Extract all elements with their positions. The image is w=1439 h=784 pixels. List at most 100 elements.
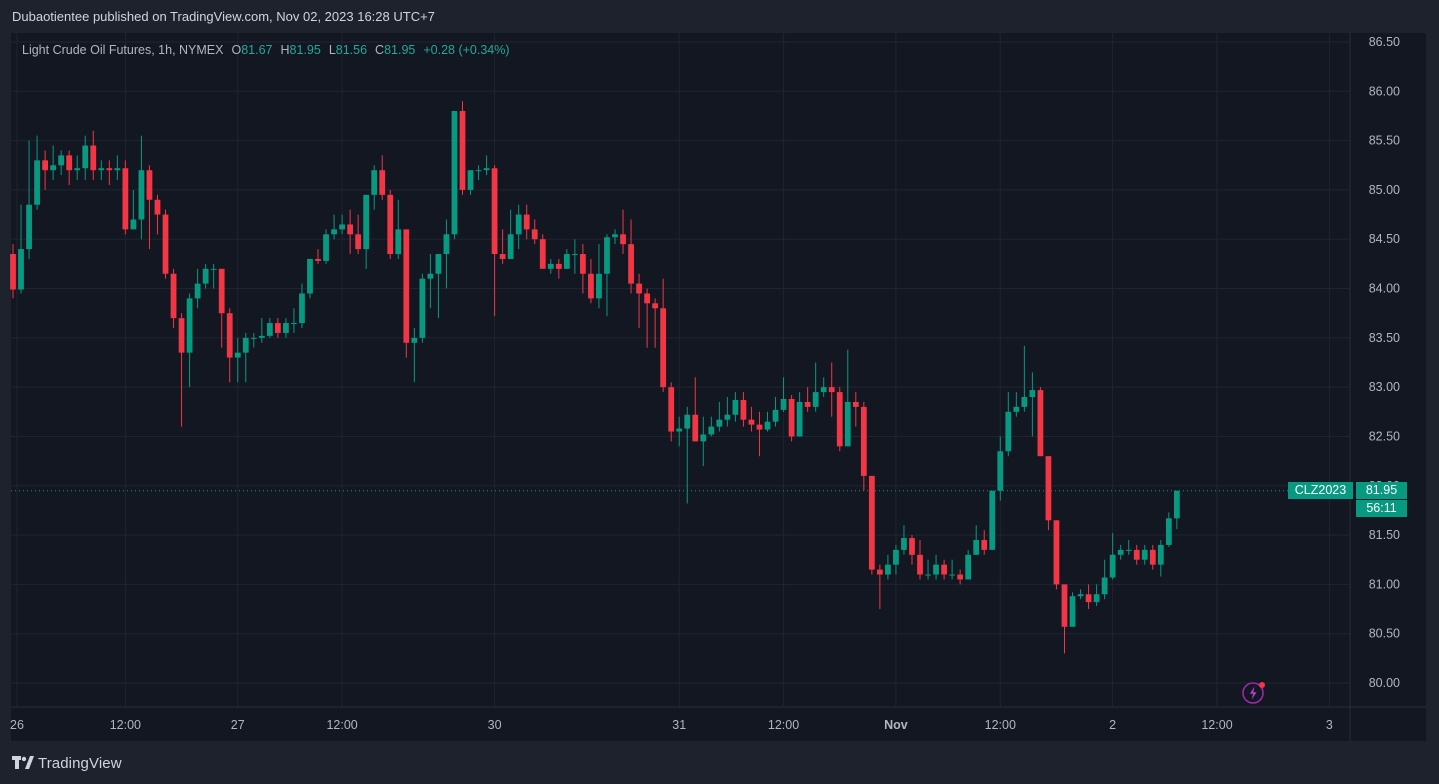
candle-body [146, 170, 153, 200]
candle [154, 194, 161, 235]
candle-body [756, 424, 763, 430]
candle [114, 155, 121, 181]
candle [1157, 540, 1164, 577]
candle-body [250, 337, 257, 339]
y-tick-label: 83.50 [1369, 331, 1400, 345]
candle [828, 362, 835, 417]
ticker-tag: CLZ2023 [1288, 482, 1353, 499]
candle [941, 559, 947, 580]
candle [1149, 544, 1156, 570]
candle [1069, 592, 1076, 627]
candle [138, 135, 145, 240]
candle [339, 214, 345, 235]
candle-body [34, 160, 40, 205]
candle-body [363, 194, 370, 250]
candle [852, 392, 859, 427]
candle [355, 214, 362, 255]
candle-body [612, 234, 618, 238]
legend-close-label: C [375, 43, 385, 57]
candle [315, 249, 321, 264]
legend-open-label: O [231, 43, 242, 57]
candle-body [555, 263, 562, 269]
y-tick-label: 84.00 [1369, 282, 1400, 296]
candle-body [291, 323, 297, 325]
candle [475, 165, 482, 181]
candle-body [804, 401, 811, 407]
candle [1141, 544, 1148, 565]
candle [604, 234, 610, 317]
candle-body [114, 168, 121, 171]
candle-body [443, 234, 450, 255]
x-tick-label: 27 [231, 718, 245, 732]
candle [620, 209, 626, 255]
y-tick-label: 80.00 [1369, 676, 1400, 690]
x-tick-label: 3 [1326, 718, 1333, 732]
candle-body [186, 298, 193, 353]
candle [1053, 520, 1060, 590]
candle [443, 219, 450, 289]
y-tick-label: 84.50 [1369, 232, 1400, 246]
candle [1165, 512, 1172, 547]
candle [981, 530, 988, 555]
candle-body [981, 540, 988, 550]
candle-body [58, 155, 65, 166]
candle-body [427, 273, 434, 279]
x-tick-label: 12:00 [985, 718, 1016, 732]
candle-body [419, 278, 426, 338]
candle-body [901, 538, 907, 550]
candle-body [692, 414, 699, 442]
candle [347, 209, 354, 255]
footer: TradingView [0, 742, 1439, 784]
candle-body [941, 564, 947, 575]
candle [274, 318, 281, 338]
candle-body [796, 401, 803, 437]
candle [740, 392, 747, 427]
candle-body [1141, 549, 1148, 560]
candle-body [933, 564, 939, 575]
candle-body [266, 323, 273, 336]
legend-high-label: H [280, 43, 290, 57]
candle [909, 535, 915, 565]
candle [788, 395, 795, 442]
candle [130, 189, 137, 230]
candle-body [989, 490, 996, 550]
candle [1101, 559, 1108, 600]
candle-body [315, 258, 321, 261]
candle [58, 150, 65, 176]
candle [186, 293, 193, 388]
lightning-icon[interactable] [1242, 681, 1266, 705]
candle-body [812, 392, 819, 407]
axis-layer: 80.0080.5081.0081.5082.0082.5083.0083.50… [10, 33, 1426, 741]
candle [395, 199, 402, 259]
candle-body [515, 214, 522, 235]
candle [90, 130, 97, 181]
candlestick-chart[interactable]: 80.0080.5081.0081.5082.0082.5083.0083.50… [0, 0, 1439, 742]
candle-body [90, 145, 97, 171]
candle [427, 254, 434, 309]
brand-text: TradingView [38, 754, 122, 772]
candle [387, 189, 394, 259]
x-tick-label: 26 [10, 718, 24, 732]
candle [258, 318, 265, 343]
candle-body [451, 111, 458, 235]
candle [210, 263, 217, 289]
y-tick-label: 86.50 [1369, 35, 1400, 49]
candle-body [194, 283, 201, 299]
candle-body [347, 224, 354, 235]
candle [876, 564, 883, 610]
candle-body [138, 170, 145, 220]
y-tick-label: 81.00 [1369, 577, 1400, 591]
candle [724, 397, 731, 427]
tradingview-brand[interactable]: TradingView [12, 755, 122, 772]
candle [588, 258, 594, 304]
x-tick-label: 31 [672, 718, 686, 732]
candle-body [1037, 390, 1044, 457]
candle-body [860, 406, 867, 476]
candle [684, 406, 691, 504]
candle [331, 214, 337, 240]
candle-body [1013, 406, 1020, 412]
candle [780, 377, 787, 412]
candle-body [323, 234, 329, 261]
candle-body [1173, 490, 1180, 519]
legend-high: 81.95 [289, 43, 321, 57]
